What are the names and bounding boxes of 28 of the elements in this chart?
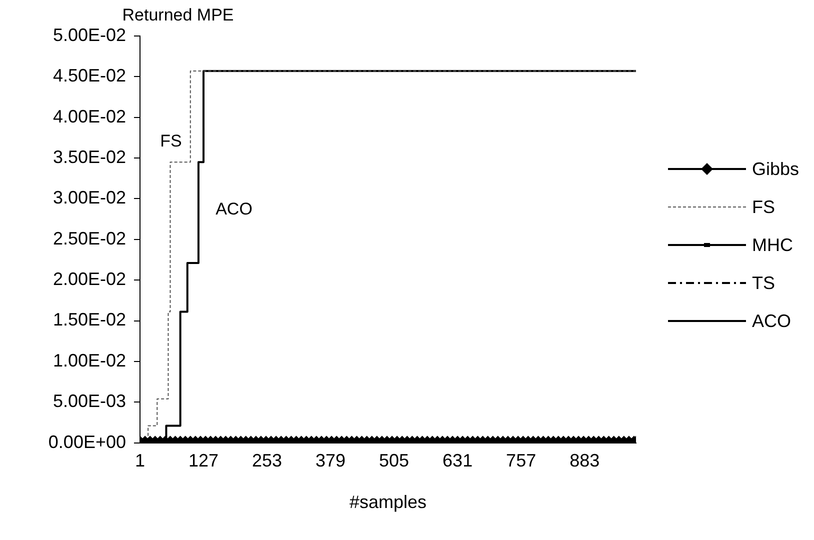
x-tick-label: 379 [316,450,346,471]
x-tick-label: 253 [252,450,282,471]
x-axis-title: #samples [349,492,427,512]
legend-label: ACO [752,310,792,332]
y-tick-label: 4.50E-02 [52,66,126,86]
y-tick-label: 4.00E-02 [52,106,126,126]
y-tick-label: 1.50E-02 [52,310,126,330]
y-tick-label: 5.00E-02 [52,24,126,45]
y-tick-label: 3.50E-02 [52,147,126,168]
x-tick-label: 1 [134,450,146,471]
legend-label: MHC [752,234,793,256]
x-tick-label: 631 [442,450,473,471]
legend-label: FS [752,196,776,218]
y-tick-label: 3.00E-02 [52,188,126,208]
annotation: FS [160,132,182,151]
x-tick-label: 505 [379,450,410,471]
x-tick-label: 127 [188,450,219,471]
y-tick-label: 1.00E-02 [52,350,126,370]
y-tick-label: 2.00E-02 [52,269,126,290]
x-tick-label: 883 [570,450,600,471]
legend-label: Gibbs [752,158,800,180]
annotation: ACO [216,200,252,219]
x-tick-label: 757 [506,450,536,471]
y-axis-title: Returned MPE [122,6,234,25]
y-tick-label: 5.00E-03 [52,391,126,412]
y-tick-label: 2.50E-02 [52,228,126,248]
y-tick-label: 0.00E+00 [48,432,126,452]
legend-label: TS [752,272,776,294]
